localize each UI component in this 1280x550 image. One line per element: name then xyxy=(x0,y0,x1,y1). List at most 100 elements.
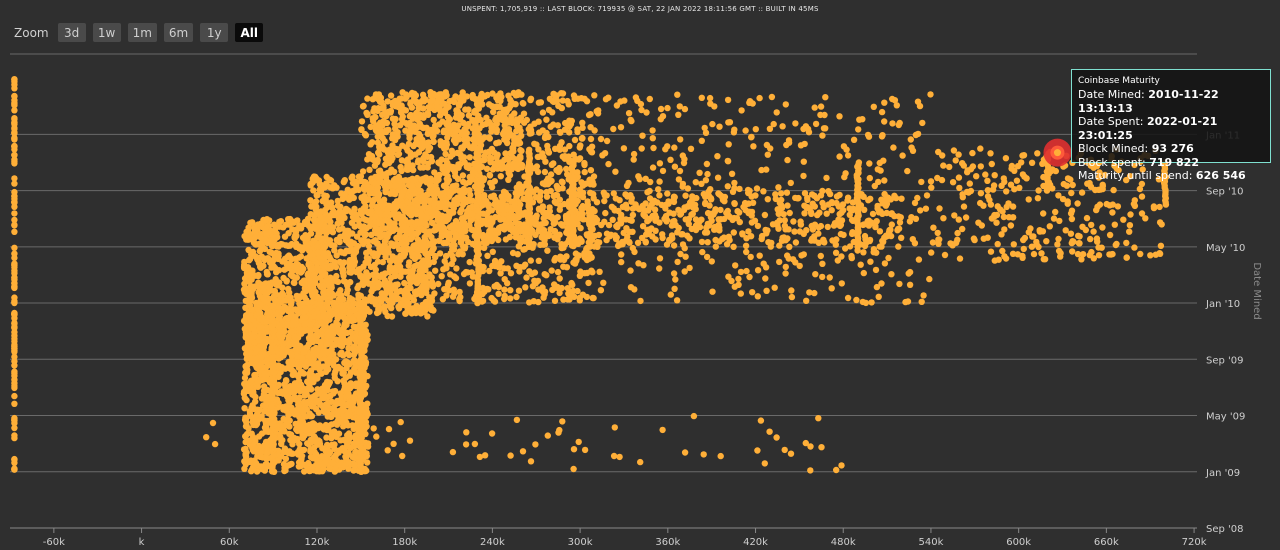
data-point xyxy=(11,210,18,217)
data-point xyxy=(530,298,537,305)
data-point xyxy=(409,268,416,276)
data-point xyxy=(304,440,311,447)
data-point xyxy=(489,262,496,270)
data-point xyxy=(442,150,449,158)
data-point xyxy=(421,196,428,203)
data-point xyxy=(327,177,335,184)
data-point xyxy=(275,457,282,464)
data-point xyxy=(428,219,435,226)
zoom-button-3d[interactable]: 3d xyxy=(57,23,86,42)
data-point xyxy=(328,199,335,206)
data-point xyxy=(331,453,339,461)
data-point xyxy=(495,264,503,271)
data-point xyxy=(479,101,486,108)
data-point xyxy=(581,168,588,176)
data-point xyxy=(270,302,277,309)
data-point xyxy=(430,116,437,124)
data-point xyxy=(386,146,393,153)
data-point xyxy=(241,458,248,465)
data-point xyxy=(310,271,318,278)
data-point xyxy=(320,406,328,413)
data-point xyxy=(406,259,413,266)
data-point xyxy=(670,210,677,217)
data-point xyxy=(493,120,500,128)
zoom-button-all[interactable]: All xyxy=(235,23,264,42)
data-point xyxy=(361,186,368,194)
data-point xyxy=(704,239,711,246)
data-point xyxy=(493,126,500,133)
data-point xyxy=(569,281,576,289)
data-point xyxy=(261,424,269,431)
data-point xyxy=(438,273,445,280)
data-point xyxy=(486,135,493,142)
data-point xyxy=(459,172,467,179)
data-point xyxy=(515,140,522,147)
data-point xyxy=(445,122,452,129)
data-point xyxy=(511,136,518,143)
data-point xyxy=(493,154,500,161)
data-point xyxy=(372,266,379,273)
data-point xyxy=(424,111,432,119)
data-point xyxy=(541,168,549,176)
data-point xyxy=(493,94,500,101)
data-point xyxy=(311,374,318,382)
data-point xyxy=(297,381,305,388)
data-point xyxy=(271,221,278,228)
data-point xyxy=(270,251,278,258)
data-point xyxy=(444,216,452,223)
data-point xyxy=(11,216,18,224)
zoom-button-6m[interactable]: 6m xyxy=(163,23,194,42)
data-point xyxy=(479,121,486,129)
data-point xyxy=(424,153,431,160)
data-point xyxy=(521,119,528,126)
data-point xyxy=(297,253,305,260)
data-point xyxy=(579,134,586,142)
data-point xyxy=(498,93,505,101)
zoom-button-1m[interactable]: 1m xyxy=(127,23,157,42)
data-point xyxy=(551,297,559,304)
data-point xyxy=(282,383,289,391)
zoom-button-1y[interactable]: 1y xyxy=(200,23,229,42)
data-point xyxy=(366,248,373,255)
data-point xyxy=(349,453,356,461)
data-point xyxy=(309,336,316,343)
data-point xyxy=(271,297,279,304)
data-point xyxy=(406,134,413,142)
data-point xyxy=(329,459,337,467)
data-point xyxy=(351,205,358,212)
data-point xyxy=(298,452,306,460)
data-point xyxy=(383,178,391,185)
data-point xyxy=(250,414,258,421)
data-point xyxy=(498,258,505,265)
data-point xyxy=(534,277,542,285)
data-point xyxy=(409,253,416,260)
data-point xyxy=(243,396,250,404)
data-point xyxy=(499,116,506,124)
data-point xyxy=(312,455,320,463)
data-point xyxy=(558,241,565,248)
data-point xyxy=(383,127,390,134)
data-point xyxy=(353,215,361,222)
data-point xyxy=(355,282,362,289)
data-point xyxy=(513,161,520,169)
data-point xyxy=(381,231,388,239)
data-point xyxy=(314,243,321,250)
data-point xyxy=(563,216,570,223)
data-point xyxy=(542,158,549,165)
data-point xyxy=(307,197,314,204)
data-point xyxy=(242,304,249,311)
data-point xyxy=(394,151,402,158)
data-point xyxy=(257,301,264,309)
data-point xyxy=(355,292,363,299)
data-point xyxy=(466,173,473,181)
data-point xyxy=(362,259,369,266)
zoom-button-1w[interactable]: 1w xyxy=(92,23,121,42)
data-point xyxy=(331,242,338,249)
data-point xyxy=(285,340,292,347)
data-point xyxy=(300,398,308,406)
data-point xyxy=(415,253,422,260)
data-point xyxy=(533,212,540,219)
data-point xyxy=(362,203,369,210)
data-point xyxy=(575,252,583,259)
